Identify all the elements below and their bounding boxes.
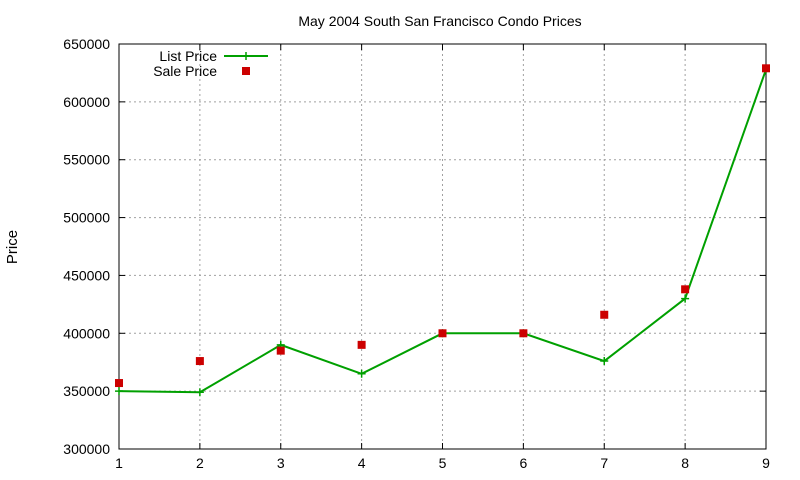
data-point-sale-price	[600, 310, 609, 319]
x-tick-label: 1	[115, 455, 123, 471]
chart-title: May 2004 South San Francisco Condo Price…	[298, 13, 581, 29]
y-tick-label: 600000	[63, 94, 110, 110]
axis-ticks: 1 2 3 4 5 6 7 8 9 300000 350000 400000 450000 500000 5…	[63, 36, 770, 471]
legend-label-sale-price: Sale Price	[153, 63, 217, 79]
data-point-sale-price	[195, 357, 204, 366]
data-point-list-price	[681, 294, 690, 303]
y-tick-label: 650000	[63, 36, 110, 52]
data-point-sale-price	[276, 346, 285, 355]
data-point-list-price	[195, 388, 204, 397]
x-tick-label: 7	[600, 455, 608, 471]
x-tick-label: 5	[439, 455, 447, 471]
y-axis-label: Price	[4, 230, 21, 264]
legend-marker-sale-price	[242, 67, 250, 75]
legend: List Price Sale Price	[153, 48, 268, 79]
data-point-sale-price	[115, 379, 123, 388]
y-tick-label: 550000	[63, 152, 110, 168]
data-point-list-price	[357, 369, 366, 378]
legend-marker-list-price	[242, 52, 250, 60]
legend-samples	[224, 52, 268, 75]
y-tick-label: 350000	[63, 383, 110, 399]
data-point-sale-price	[357, 340, 366, 349]
x-tick-label: 8	[681, 455, 689, 471]
x-tick-label: 9	[762, 455, 770, 471]
y-tick-label: 300000	[63, 441, 110, 457]
y-tick-label: 450000	[63, 267, 110, 283]
y-tick-label: 400000	[63, 325, 110, 341]
data-point-sale-price	[519, 329, 528, 338]
data-point-sale-price	[681, 285, 690, 294]
data-point-sale-price	[762, 64, 770, 73]
data-point-list-price	[115, 387, 123, 396]
x-tick-label: 4	[358, 455, 366, 471]
data-point-sale-price	[438, 329, 447, 338]
y-tick-label: 500000	[63, 210, 110, 226]
gridlines	[119, 44, 766, 449]
data-point-list-price	[600, 357, 609, 366]
x-tick-label: 3	[277, 455, 285, 471]
x-tick-label: 2	[196, 455, 204, 471]
legend-label-list-price: List Price	[159, 48, 217, 64]
series-layer	[115, 64, 770, 397]
x-tick-label: 6	[519, 455, 527, 471]
